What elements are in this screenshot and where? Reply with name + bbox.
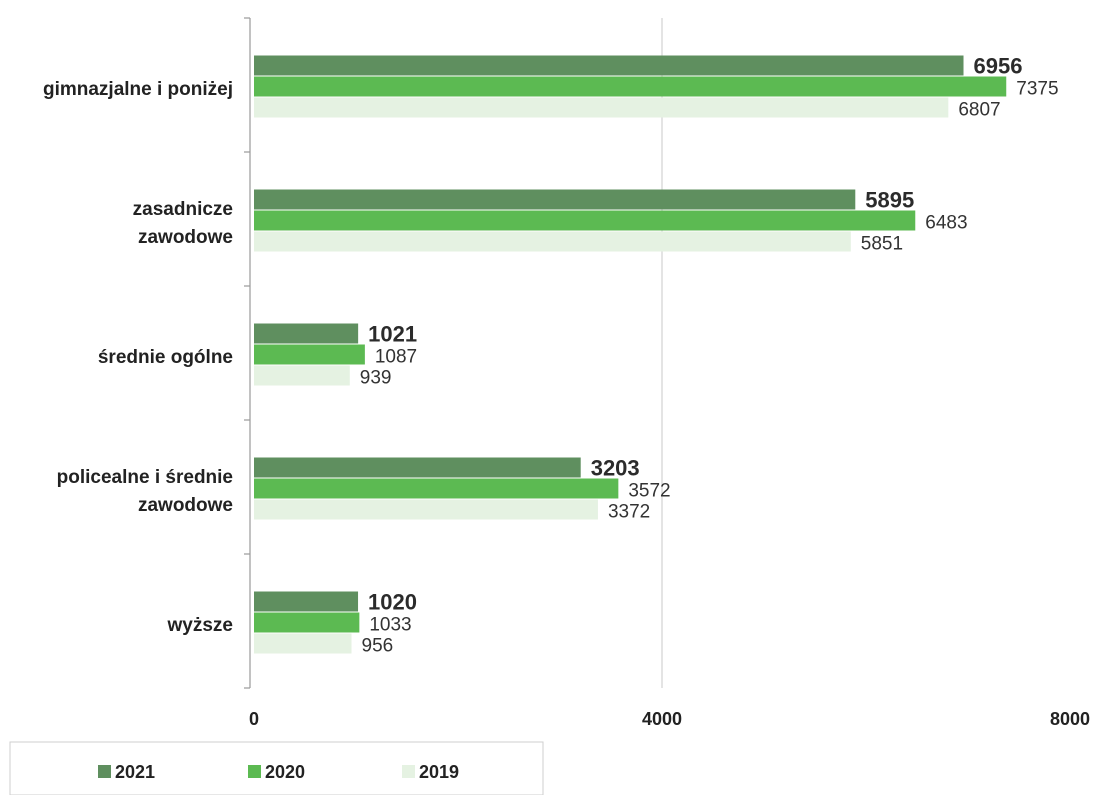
legend: 2021 2020 2019 (9, 741, 544, 795)
bar-2019 (254, 231, 851, 252)
data-label-2019: 939 (360, 368, 392, 389)
data-label-2020: 3572 (628, 481, 670, 502)
bar-2021 (254, 189, 856, 210)
bar-2019 (254, 97, 949, 118)
data-label-2020: 6483 (925, 213, 967, 234)
data-label-2019: 6807 (958, 100, 1000, 121)
category-label: policealne i średnie zawodowe (57, 467, 233, 516)
bar-2019 (254, 365, 350, 386)
data-label-2021: 6956 (974, 54, 1023, 79)
legend-label-2020: 2020 (265, 762, 305, 782)
legend-label-2019: 2019 (419, 762, 459, 782)
legend-swatch-2020 (248, 765, 261, 778)
x-tick-label: 4000 (642, 709, 682, 729)
data-label-2021: 1020 (368, 590, 417, 615)
x-tick-label: 0 (249, 709, 259, 729)
axis-layer: 0 4000 8000 (244, 17, 1090, 729)
category-label: średnie ogólne (98, 347, 233, 368)
data-label-2020: 1087 (375, 347, 417, 368)
bar-2019 (254, 633, 352, 654)
x-tick-label: 8000 (1050, 709, 1090, 729)
category-label: wyższe (167, 615, 233, 636)
bar-2021 (254, 591, 359, 612)
category-label: zasadnicze zawodowe (133, 199, 233, 248)
legend-swatch-2021 (98, 765, 111, 778)
bar-2020 (254, 344, 365, 365)
category-label: gimnazjalne i poniżej (43, 79, 233, 100)
data-label-2019: 5851 (861, 234, 903, 255)
bar-2019 (254, 499, 598, 520)
bars-layer (254, 55, 1007, 654)
data-label-2021: 5895 (865, 188, 914, 213)
bar-2021 (254, 55, 964, 76)
bar-2021 (254, 457, 581, 478)
legend-swatch-2019 (402, 765, 415, 778)
data-label-2021: 3203 (591, 456, 640, 481)
bar-2021 (254, 323, 359, 344)
bar-2020 (254, 478, 619, 499)
data-label-2020: 1033 (369, 615, 411, 636)
legend-label-2021: 2021 (115, 762, 155, 782)
data-label-2021: 1021 (368, 322, 417, 347)
data-label-2020: 7375 (1016, 79, 1058, 100)
bar-2020 (254, 612, 360, 633)
data-label-2019: 956 (362, 636, 394, 657)
bar-2020 (254, 210, 916, 231)
data-label-2019: 3372 (608, 502, 650, 523)
bar-2020 (254, 76, 1007, 97)
